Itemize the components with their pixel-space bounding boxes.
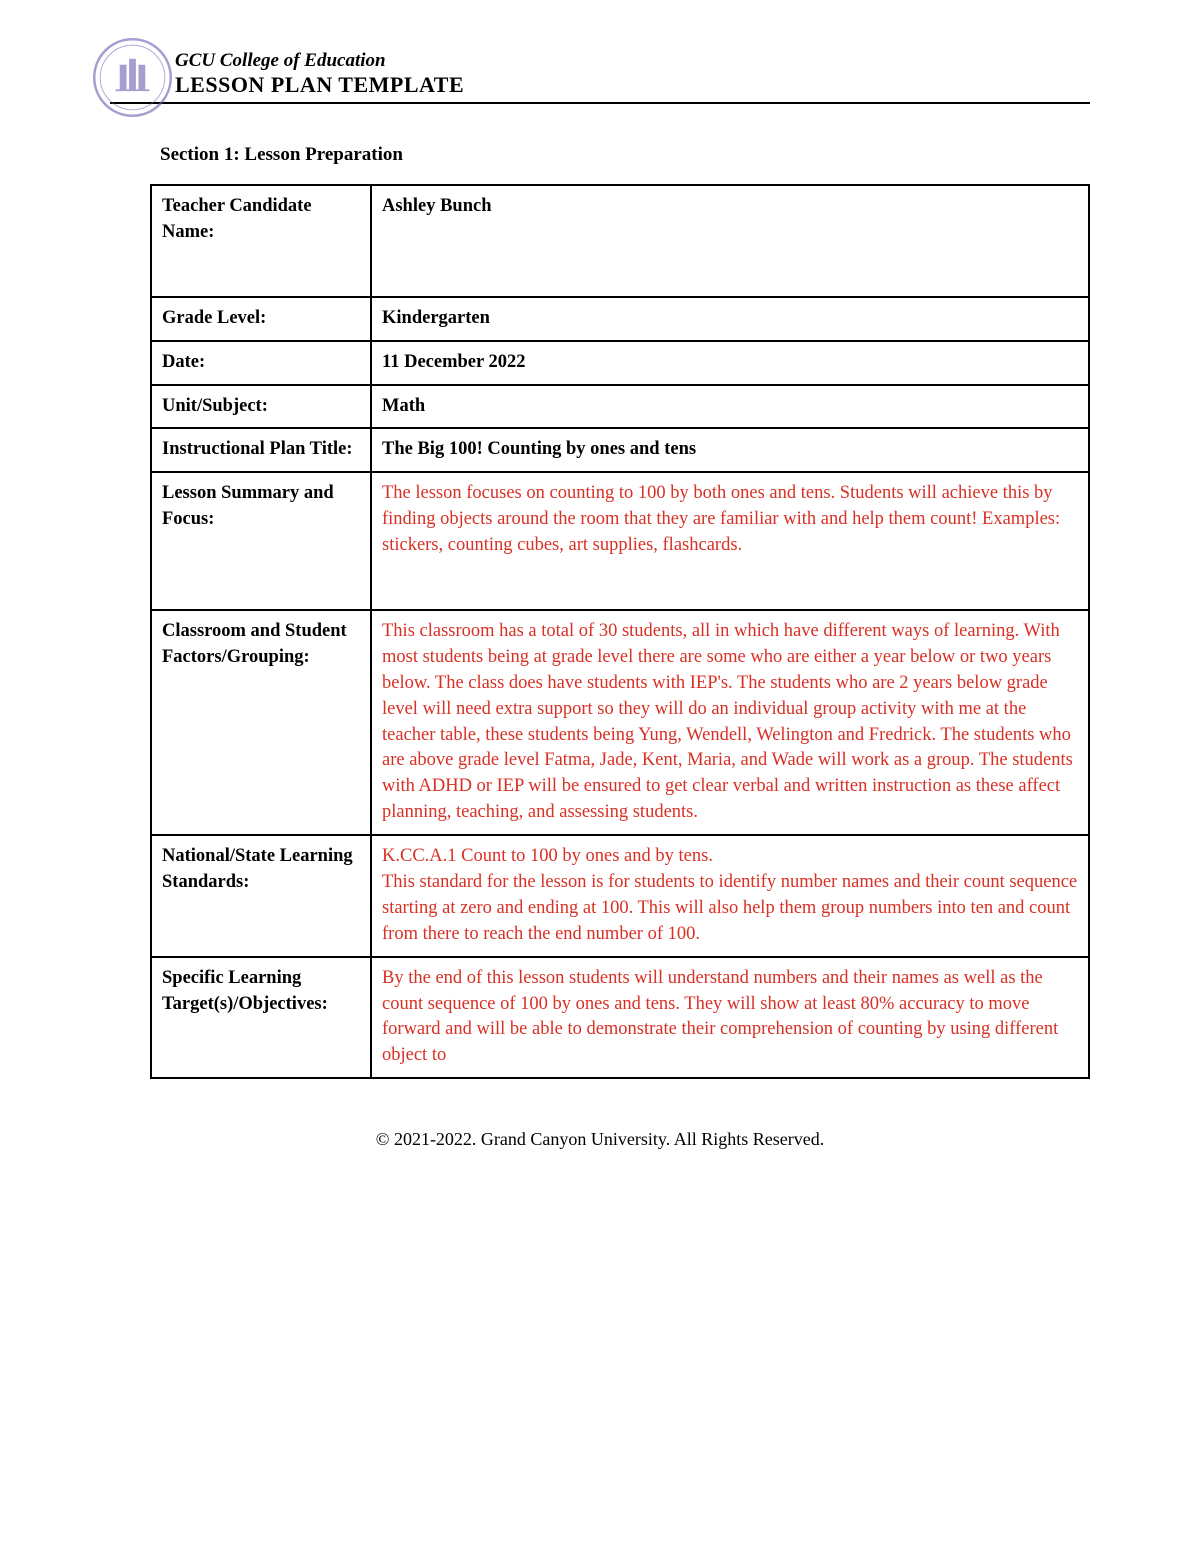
row-value: K.CC.A.1 Count to 100 by ones and by ten… — [371, 835, 1089, 957]
table-row: Teacher Candidate Name:Ashley Bunch — [151, 185, 1089, 297]
row-label: Grade Level: — [151, 297, 371, 341]
row-value: This classroom has a total of 30 student… — [371, 610, 1089, 835]
section-title: Section 1: Lesson Preparation — [160, 144, 1090, 166]
row-value: The Big 100! Counting by ones and tens — [371, 428, 1089, 472]
row-value: By the end of this lesson students will … — [371, 957, 1089, 1079]
college-name: GCU College of Education — [175, 50, 464, 72]
footer-copyright: © 2021-2022. Grand Canyon University. Al… — [110, 1129, 1090, 1150]
table-row: Specific Learning Target(s)/Objectives:B… — [151, 957, 1089, 1079]
gcu-logo — [90, 35, 175, 120]
template-title: LESSON PLAN TEMPLATE — [175, 72, 464, 98]
row-label: Specific Learning Target(s)/Objectives: — [151, 957, 371, 1079]
table-row: Instructional Plan Title:The Big 100! Co… — [151, 428, 1089, 472]
table-row: Grade Level:Kindergarten — [151, 297, 1089, 341]
row-value: Ashley Bunch — [371, 185, 1089, 297]
row-value: Kindergarten — [371, 297, 1089, 341]
table-row: Unit/Subject:Math — [151, 385, 1089, 429]
table-row: Lesson Summary and Focus:The lesson focu… — [151, 472, 1089, 610]
row-label: National/State Learning Standards: — [151, 835, 371, 957]
table-row: Classroom and Student Factors/Grouping:T… — [151, 610, 1089, 835]
row-label: Date: — [151, 341, 371, 385]
row-label: Unit/Subject: — [151, 385, 371, 429]
table-row: National/State Learning Standards:K.CC.A… — [151, 835, 1089, 957]
header-text: GCU College of Education LESSON PLAN TEM… — [175, 50, 464, 98]
row-value: 11 December 2022 — [371, 341, 1089, 385]
document-header: GCU College of Education LESSON PLAN TEM… — [110, 50, 1090, 104]
row-label: Instructional Plan Title: — [151, 428, 371, 472]
row-value: The lesson focuses on counting to 100 by… — [371, 472, 1089, 610]
lesson-plan-table: Teacher Candidate Name:Ashley BunchGrade… — [150, 184, 1090, 1079]
table-row: Date:11 December 2022 — [151, 341, 1089, 385]
row-value: Math — [371, 385, 1089, 429]
row-label: Classroom and Student Factors/Grouping: — [151, 610, 371, 835]
row-label: Teacher Candidate Name: — [151, 185, 371, 297]
row-label: Lesson Summary and Focus: — [151, 472, 371, 610]
